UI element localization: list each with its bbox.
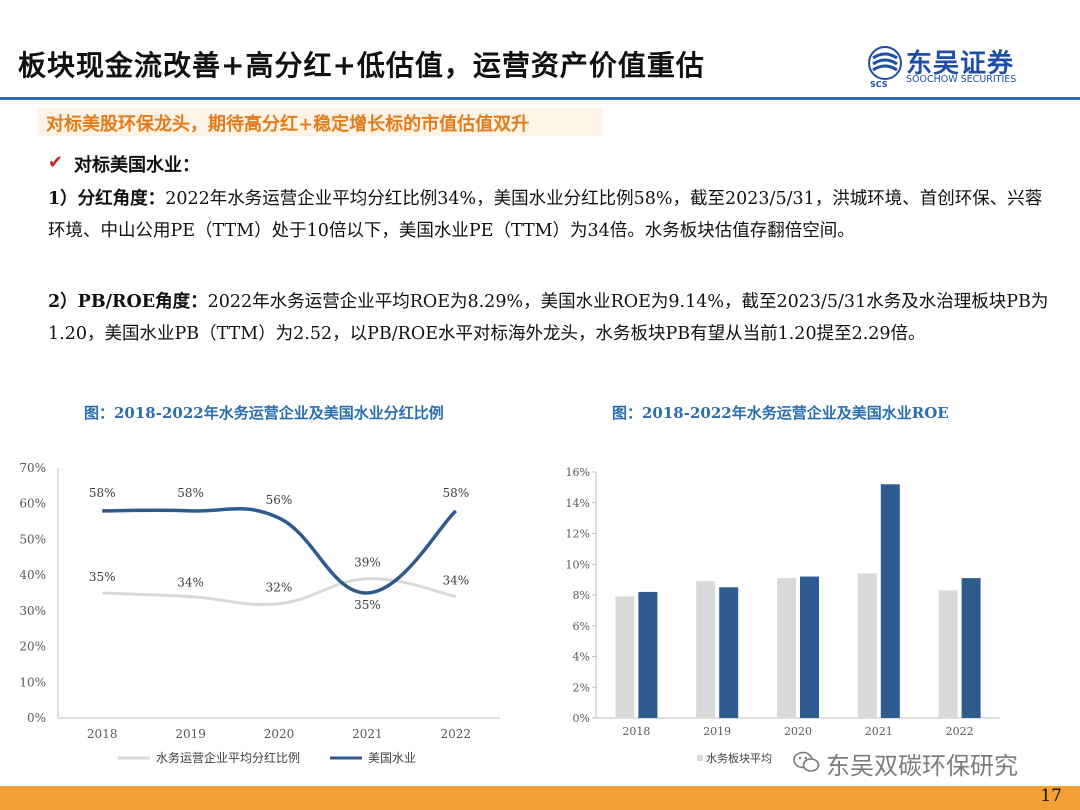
x-tick-label: 2018 — [87, 727, 118, 741]
data-label: 35% — [354, 598, 381, 612]
data-label: 35% — [89, 570, 116, 584]
series-line — [102, 507, 458, 595]
section-heading: 对标美国水业： — [74, 155, 200, 176]
data-label: 39% — [354, 556, 381, 570]
header-divider — [0, 97, 1080, 100]
bar — [777, 578, 796, 718]
x-tick-label: 2022 — [946, 725, 974, 738]
data-label: 58% — [442, 486, 469, 500]
y-tick-label: 0% — [573, 712, 590, 725]
legend-label: 水务运营企业平均分红比例 — [156, 750, 300, 765]
data-label: 32% — [266, 581, 293, 595]
roe-bar-chart: 0% 2% 4% 6% 8% 10% 12% 14% 16% 2018 2019 2020 2021 20… — [566, 466, 1000, 765]
data-label: 56% — [266, 493, 293, 507]
x-tick-label: 2022 — [441, 727, 472, 741]
paragraph-pb-roe: 2）PB/ROE角度：2022年水务运营企业平均ROE为8.29%，美国水业RO… — [48, 287, 1058, 350]
paragraph-dividend: 1）分红角度：2022年水务运营企业平均分红比例34%，美国水业分红比例58%，… — [48, 184, 1058, 247]
y-tick-label: 16% — [566, 466, 590, 479]
y-tick-label: 70% — [19, 461, 46, 475]
x-tick-label: 2018 — [622, 725, 650, 738]
watermark-text: 东吴双碳环保研究 — [826, 752, 1018, 780]
x-tick-label: 2021 — [865, 725, 893, 738]
x-tick-label: 2020 — [264, 727, 295, 741]
legend-swatch — [697, 755, 703, 761]
data-label: 58% — [89, 486, 116, 500]
paragraph-label: 1）分红角度： — [48, 189, 166, 209]
x-tick-label: 2019 — [703, 725, 731, 738]
series-line — [102, 577, 457, 607]
x-tick-label: 2019 — [175, 727, 206, 741]
chart-title-roe: 图：2018-2022年水务运营企业及美国水业ROE — [612, 404, 949, 422]
y-tick-label: 4% — [573, 651, 590, 664]
bar — [719, 587, 739, 718]
data-label: 34% — [177, 576, 204, 590]
soochow-logo-icon — [868, 46, 902, 80]
y-tick-label: 8% — [573, 589, 590, 602]
x-tick-label: 2020 — [784, 725, 812, 738]
logo-abbreviation: SCS — [870, 80, 888, 89]
y-tick-label: 12% — [566, 528, 590, 541]
checkmark-icon: ✔ — [48, 152, 64, 173]
chart-title-dividend: 图：2018-2022年水务运营企业及美国水业分红比例 — [84, 404, 444, 422]
paragraph-text: 2022年水务运营企业平均ROE为8.29%，美国水业ROE为9.14%，截至2… — [48, 292, 1049, 344]
subtitle: 对标美股环保龙头，期待高分红+稳定增长标的市值估值双升 — [46, 114, 530, 135]
x-tick-label: 2021 — [352, 727, 383, 741]
bar — [696, 581, 716, 718]
subtitle-background — [38, 108, 603, 136]
y-tick-label: 60% — [19, 497, 46, 511]
y-tick-label: 50% — [19, 532, 46, 546]
data-label: 58% — [177, 486, 204, 500]
data-label: 34% — [442, 574, 469, 588]
bar — [938, 590, 958, 718]
logo-english-name: SOOCHOW SECURITIES — [906, 74, 1017, 85]
wechat-icon — [793, 751, 820, 772]
y-tick-label: 14% — [566, 497, 590, 510]
y-tick-label: 6% — [573, 620, 590, 633]
bar — [638, 591, 658, 718]
y-tick-label: 40% — [19, 568, 46, 582]
bar — [615, 596, 635, 718]
page-title: 板块现金流改善+高分红+低估值，运营资产价值重估 — [18, 49, 705, 82]
bar — [857, 573, 877, 718]
bar — [800, 576, 819, 718]
y-tick-label: 0% — [27, 711, 46, 725]
footer-bar — [0, 786, 1080, 810]
logo-chinese-name: 东吴证券 — [906, 49, 1015, 79]
y-tick-label: 30% — [19, 604, 46, 618]
dividend-line-chart: 0% 10% 20% 30% 40% 50% 60% 70% 2018 2019 2020 2021 2… — [19, 461, 500, 765]
bar — [961, 578, 981, 718]
y-tick-label: 20% — [19, 640, 46, 654]
page-number: 17 — [1040, 786, 1062, 806]
y-tick-label: 2% — [573, 681, 590, 694]
bar — [880, 484, 900, 718]
y-tick-label: 10% — [19, 675, 46, 689]
legend-label: 水务板块平均 — [706, 751, 772, 765]
legend-label: 美国水业 — [368, 751, 416, 765]
paragraph-label: 2）PB/ROE角度： — [48, 292, 208, 312]
company-logo: 东吴证券 SOOCHOW SECURITIES SCS — [868, 44, 1058, 90]
paragraph-text: 2022年水务运营企业平均分红比例34%，美国水业分红比例58%，截至2023/… — [48, 189, 1043, 241]
y-tick-label: 10% — [566, 558, 590, 571]
